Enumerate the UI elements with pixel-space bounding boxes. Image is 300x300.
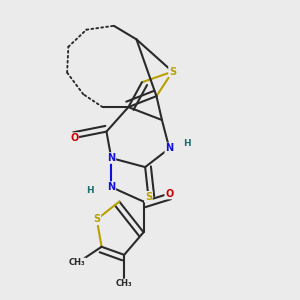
Text: N: N <box>107 182 116 192</box>
Text: CH₃: CH₃ <box>116 279 133 288</box>
Text: N: N <box>165 143 173 153</box>
Text: H: H <box>183 139 191 148</box>
Text: S: S <box>93 214 100 224</box>
Text: N: N <box>107 153 116 163</box>
Text: O: O <box>70 133 78 143</box>
Text: CH₃: CH₃ <box>69 258 86 267</box>
Text: H: H <box>86 186 94 195</box>
Text: O: O <box>165 188 173 199</box>
Text: S: S <box>169 67 176 76</box>
Text: S: S <box>145 192 152 202</box>
